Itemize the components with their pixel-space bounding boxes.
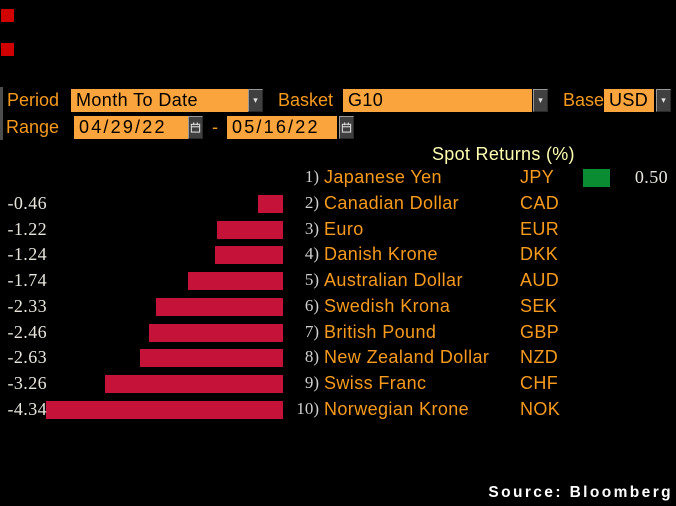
row-rank: 1) [304,167,319,186]
basket-label: Basket [278,90,334,110]
base-label: Base [563,90,605,110]
currency-name: Australian Dollar [324,270,463,291]
value-label-sek: -2.33 [7,295,47,316]
base-dropdown[interactable]: USD [604,89,654,112]
range-label: Range [6,117,60,137]
bar-nok [46,401,283,420]
basket-dropdown[interactable]: G10 [343,89,532,112]
red-indicator-2 [1,43,14,56]
value-label-jpy: 0.50 [634,167,668,187]
bar-gbp [148,323,283,342]
value-label-eur: -1.22 [7,218,47,239]
range-end-input[interactable]: 05/16/22 [227,116,337,139]
row-rank: 7) [304,321,319,341]
row-rank: 9) [304,373,319,393]
row-rank: 2) [304,192,319,212]
range-start-input[interactable]: 04/29/22 [74,116,188,139]
range-start-calendar-icon[interactable] [188,116,203,139]
currency-name: Danish Krone [324,244,438,265]
row-rank: 8) [304,347,319,367]
currency-code: EUR [520,218,560,239]
currency-code: GBP [520,321,560,342]
bar-eur [216,220,283,239]
row-rank: 3) [304,218,319,238]
currency-code: NZD [520,347,559,368]
currency-name: Euro [324,218,364,239]
bar-chf [105,375,283,394]
currency-name: Swedish Krona [324,295,451,316]
period-label: Period [7,90,60,110]
basket-dropdown-arrow-icon[interactable]: ▾ [533,89,548,112]
range-separator: - [212,117,218,137]
currency-name: Norwegian Krone [324,399,470,420]
row-rank: 10) [296,399,319,419]
row-rank: 5) [304,270,319,290]
value-label-chf: -3.26 [7,373,47,394]
row-rank: 4) [304,244,319,264]
value-label-nok: -4.34 [7,399,47,420]
currency-code: JPY [520,167,555,187]
base-dropdown-arrow-icon[interactable]: ▾ [656,89,671,112]
currency-name: Canadian Dollar [324,192,460,213]
period-dropdown-arrow-icon[interactable]: ▾ [248,89,263,112]
currency-name: Japanese Yen [324,167,442,187]
currency-code: SEK [520,295,558,316]
currency-name: New Zealand Dollar [324,347,490,368]
bar-cad [257,194,283,213]
red-indicator-1 [1,9,14,22]
calendar-icon [341,122,352,133]
value-label-cad: -0.46 [7,192,47,213]
value-label-dkk: -1.24 [7,244,47,265]
bar-dkk [215,246,283,265]
currency-code: NOK [520,399,561,420]
currency-code: AUD [520,270,560,291]
currency-code: DKK [520,244,559,265]
row-rank: 6) [304,295,319,315]
bar-aud [188,272,283,291]
calendar-icon [190,122,201,133]
value-label-aud: -1.74 [7,270,47,291]
value-label-nzd: -2.63 [7,347,47,368]
period-dropdown[interactable]: Month To Date [71,89,248,112]
currency-code: CAD [520,192,560,213]
toolbar-edge-strip [0,87,3,140]
bar-sek [156,297,283,316]
bar-nzd [139,349,283,368]
currency-name: British Pound [324,321,437,342]
currency-name: Swiss Franc [324,373,427,394]
value-label-gbp: -2.46 [7,321,47,342]
chart-title: Spot Returns (%) [432,144,575,164]
currency-code: CHF [520,373,559,394]
range-end-calendar-icon[interactable] [339,116,354,139]
source-attribution: Source: Bloomberg [488,484,673,501]
bar-jpy [583,169,611,187]
